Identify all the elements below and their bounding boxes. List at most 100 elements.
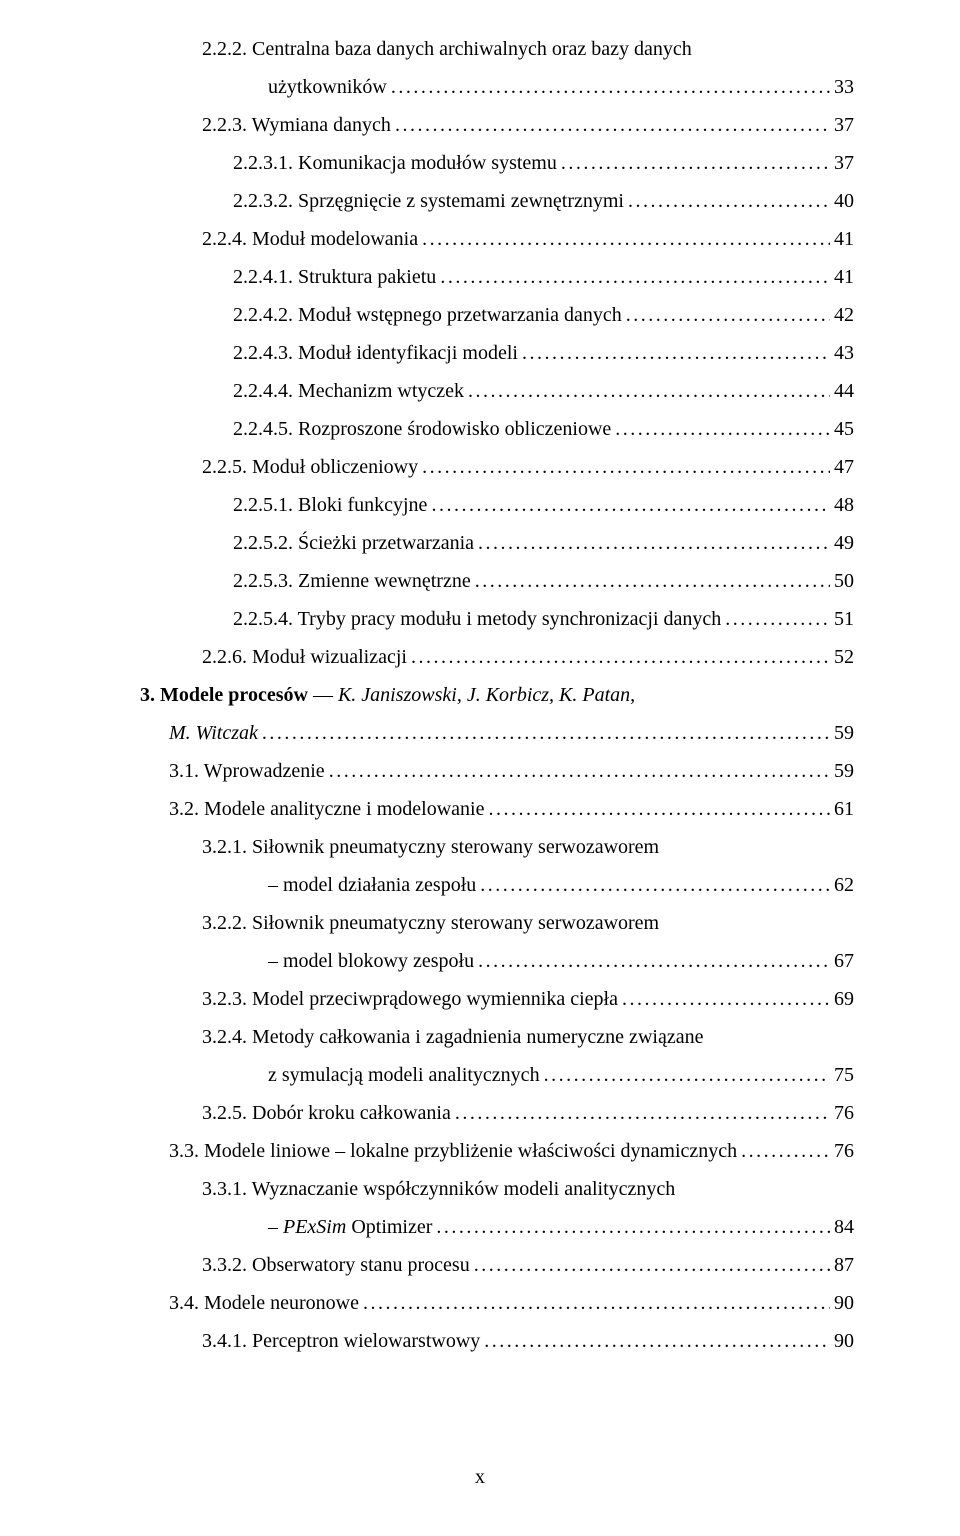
dot-leader [329,752,830,790]
toc-entry: – PExSim Optimizer84 [140,1208,854,1246]
toc-entry: użytkowników33 [140,68,854,106]
toc-entry: 2.2.5.3. Zmienne wewnętrzne50 [140,562,854,600]
toc-label: 2.2.3.1. Komunikacja modułów systemu [233,144,557,182]
toc-entry: 2.2.5.4. Tryby pracy modułu i metody syn… [140,600,854,638]
toc-entry: 3.3.1. Wyznaczanie współczynników modeli… [140,1170,854,1208]
dot-leader [484,1322,830,1360]
toc-page-number: 90 [834,1284,854,1322]
toc-page-number: 59 [834,752,854,790]
dot-leader [522,334,830,372]
dot-leader [431,486,830,524]
toc-page-number: 49 [834,524,854,562]
toc-label-part: PExSim [283,1216,346,1238]
toc-label: 2.2.5.3. Zmienne wewnętrzne [233,562,471,600]
toc-label: 2.2.5. Moduł obliczeniowy [202,448,418,486]
dot-leader [395,106,830,144]
toc-entry: 2.2.6. Moduł wizualizacji 52 [140,638,854,676]
toc-label: 2.2.6. Moduł wizualizacji [202,638,407,676]
toc-label: 3. Modele procesów — K. Janiszowski, J. … [140,676,635,714]
toc-entry: 3.4.1. Perceptron wielowarstwowy90 [140,1322,854,1360]
toc-entry: 3.2.5. Dobór kroku całkowania76 [140,1094,854,1132]
dot-leader [363,1284,830,1322]
toc-page-number: 33 [834,68,854,106]
toc-page-number: 37 [834,144,854,182]
toc-entry: – model blokowy zespołu 67 [140,942,854,980]
page-footer-number: x [0,1458,960,1496]
toc-page-number: 48 [834,486,854,524]
dot-leader [561,144,830,182]
toc-entry: 3.2.3. Model przeciwprądowego wymiennika… [140,980,854,1018]
dot-leader [422,448,830,486]
toc-label: 2.2.4. Moduł modelowania [202,220,418,258]
toc-page-number: 43 [834,334,854,372]
toc-page-number: 84 [834,1208,854,1246]
toc-page-number: 41 [834,258,854,296]
toc-label: 3.3. Modele liniowe – lokalne przybliżen… [169,1132,737,1170]
toc-entry: 2.2.4.5. Rozproszone środowisko obliczen… [140,410,854,448]
toc-label-part: 3. Modele procesów [140,684,308,706]
toc-label: 3.2.4. Metody całkowania i zagadnienia n… [202,1018,703,1056]
toc-page-number: 69 [834,980,854,1018]
toc-page-number: 45 [834,410,854,448]
toc-page: 2.2.2. Centralna baza danych archiwalnyc… [0,0,960,1536]
dot-leader [488,790,830,828]
toc-label: 3.4. Modele neuronowe [169,1284,359,1322]
dot-leader [411,638,830,676]
toc-entry: 2.2.5.2. Ścieżki przetwarzania49 [140,524,854,562]
toc-label: 3.2.3. Model przeciwprądowego wymiennika… [202,980,618,1018]
toc-entry: 2.2.5. Moduł obliczeniowy47 [140,448,854,486]
dot-leader [544,1056,830,1094]
toc-page-number: 76 [834,1094,854,1132]
toc-label-part: M. Witczak [169,722,258,744]
dot-leader [468,372,830,410]
toc-page-number: 44 [834,372,854,410]
dot-leader [478,942,830,980]
toc-label: M. Witczak [169,714,258,752]
dot-leader [440,258,830,296]
dot-leader [622,980,830,1018]
toc-label: – model działania zespołu [268,866,476,904]
dot-leader [615,410,830,448]
dot-leader [422,220,830,258]
toc-page-number: 51 [834,600,854,638]
toc-label: 3.1. Wprowadzenie [169,752,325,790]
toc-entry: M. Witczak 59 [140,714,854,752]
toc-entry: 2.2.3.2. Sprzęgnięcie z systemami zewnęt… [140,182,854,220]
toc-label: – model blokowy zespołu [268,942,474,980]
toc-label: 2.2.4.3. Moduł identyfikacji modeli [233,334,518,372]
toc-page-number: 37 [834,106,854,144]
toc-entry: z symulacją modeli analitycznych75 [140,1056,854,1094]
toc-entry: 3.3.2. Obserwatory stanu procesu87 [140,1246,854,1284]
toc-label: 3.2.1. Siłownik pneumatyczny sterowany s… [202,828,659,866]
dot-leader [478,524,830,562]
dot-leader [475,562,830,600]
toc-label: 2.2.4.4. Mechanizm wtyczek [233,372,464,410]
toc-entry: 3.3. Modele liniowe – lokalne przybliżen… [140,1132,854,1170]
toc-entry: 3. Modele procesów — K. Janiszowski, J. … [140,676,854,714]
toc-label: 2.2.5.1. Bloki funkcyjne [233,486,427,524]
toc-page-number: 75 [834,1056,854,1094]
toc-entry: 3.2.4. Metody całkowania i zagadnienia n… [140,1018,854,1056]
toc-label-part: K. Janiszowski, J. Korbicz, K. Patan, [338,684,635,706]
toc-label: 2.2.3. Wymiana danych [202,106,391,144]
toc-label: 2.2.4.1. Struktura pakietu [233,258,436,296]
toc-entry: 2.2.4.3. Moduł identyfikacji modeli 43 [140,334,854,372]
toc-page-number: 52 [834,638,854,676]
toc-page-number: 59 [834,714,854,752]
dot-leader [626,296,830,334]
toc-entry: 2.2.3. Wymiana danych 37 [140,106,854,144]
toc-entry: 2.2.3.1. Komunikacja modułów systemu 37 [140,144,854,182]
toc-entry: 3.2. Modele analityczne i modelowanie61 [140,790,854,828]
dot-leader [480,866,830,904]
toc-label: 3.4.1. Perceptron wielowarstwowy [202,1322,480,1360]
toc-page-number: 41 [834,220,854,258]
toc-entry: 3.2.2. Siłownik pneumatyczny sterowany s… [140,904,854,942]
toc-entry: 2.2.4.1. Struktura pakietu 41 [140,258,854,296]
toc-page-number: 61 [834,790,854,828]
toc-page-number: 67 [834,942,854,980]
dot-leader [741,1132,830,1170]
dot-leader [436,1208,830,1246]
dot-leader [725,600,830,638]
toc-entry: 2.2.4. Moduł modelowania 41 [140,220,854,258]
toc-page-number: 40 [834,182,854,220]
